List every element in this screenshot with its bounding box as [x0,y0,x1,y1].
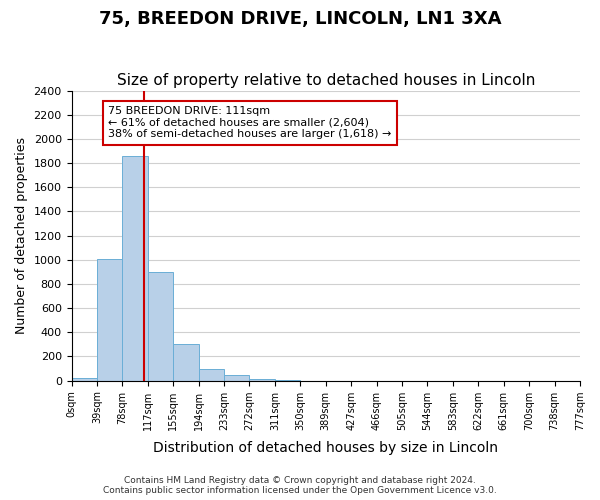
Text: Contains HM Land Registry data © Crown copyright and database right 2024.
Contai: Contains HM Land Registry data © Crown c… [103,476,497,495]
Y-axis label: Number of detached properties: Number of detached properties [15,137,28,334]
Bar [71,378,97,380]
Title: Size of property relative to detached houses in Lincoln: Size of property relative to detached ho… [116,73,535,88]
Text: 75 BREEDON DRIVE: 111sqm
← 61% of detached houses are smaller (2,604)
38% of sem: 75 BREEDON DRIVE: 111sqm ← 61% of detach… [109,106,392,140]
Bar [250,379,275,380]
Bar [199,368,224,380]
Bar [97,258,122,380]
Bar [148,272,173,380]
Bar [122,156,148,380]
Bar [173,344,199,380]
Bar [224,375,250,380]
X-axis label: Distribution of detached houses by size in Lincoln: Distribution of detached houses by size … [153,441,498,455]
Text: 75, BREEDON DRIVE, LINCOLN, LN1 3XA: 75, BREEDON DRIVE, LINCOLN, LN1 3XA [99,10,501,28]
